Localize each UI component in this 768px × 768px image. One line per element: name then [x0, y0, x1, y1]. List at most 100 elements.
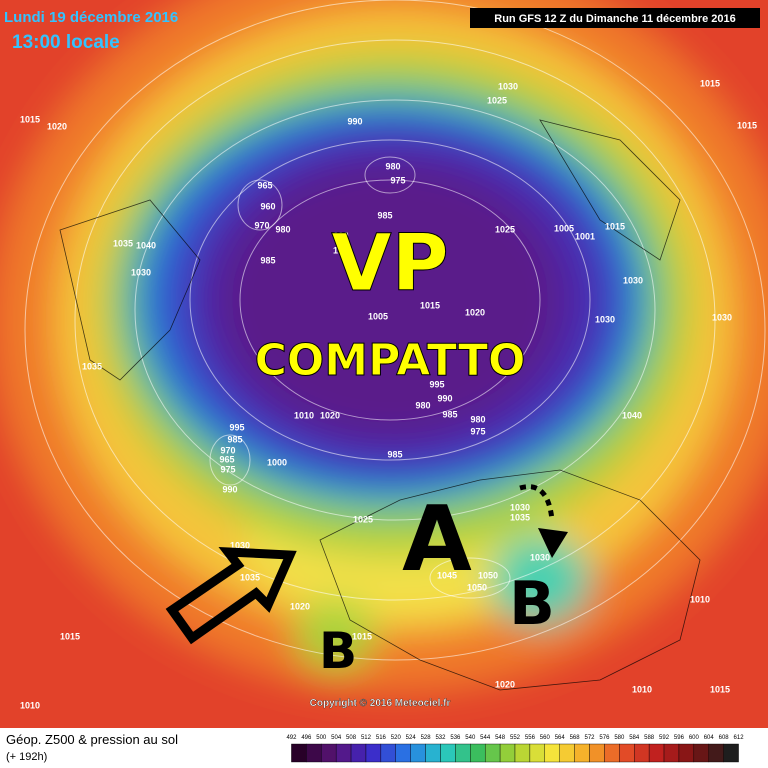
pressure-label: 1015: [20, 114, 40, 124]
arrow: [165, 547, 297, 645]
legend-level: 596: [674, 735, 685, 741]
pressure-label: 1025: [495, 224, 515, 234]
pressure-label: 1000: [333, 245, 353, 255]
legend-level: 524: [406, 735, 417, 741]
coastlines: [59, 119, 701, 691]
legend-level: 576: [599, 735, 610, 741]
legend-level: 492: [286, 735, 297, 741]
legend-swatch: [306, 743, 322, 763]
pressure-label: 965: [257, 180, 272, 190]
legend-level: 608: [719, 735, 730, 741]
pressure-label: 1005: [368, 311, 388, 321]
legend-swatch: [410, 743, 426, 763]
legend-swatch: [365, 743, 382, 763]
legend-swatch: [395, 743, 411, 763]
legend-level: 508: [346, 735, 357, 741]
pressure-label: 1030: [530, 552, 550, 562]
legend-level: 564: [555, 735, 566, 741]
legend-level: 512: [361, 735, 372, 741]
dotted-arrow: [519, 484, 555, 521]
time: 13:00 locale: [12, 32, 120, 53]
pressure-label: 965: [219, 454, 234, 464]
legend-level: 544: [480, 735, 491, 741]
isobars: [24, 0, 766, 661]
pressure-label: 1020: [320, 410, 340, 420]
legend-swatch: [574, 743, 590, 763]
pressure-label: 975: [470, 426, 485, 436]
legend-level: 528: [421, 735, 432, 741]
pressure-label: 985: [442, 409, 457, 419]
legend-level: 496: [301, 735, 312, 741]
legend-swatch: [619, 743, 635, 763]
legend-swatch: [484, 743, 501, 763]
arrow-head: [538, 528, 568, 558]
legend-level: 592: [659, 735, 670, 741]
pressure-label: 1035: [113, 238, 133, 248]
pressure-label: 980: [470, 414, 485, 424]
pressure-label: 1020: [290, 601, 310, 611]
compatto-label: COMPATTO: [255, 335, 526, 386]
pressure-label: 1015: [420, 300, 440, 310]
pressure-label: 1005: [554, 223, 574, 233]
legend-swatch: [440, 743, 456, 763]
pressure-label: 1025: [487, 95, 507, 105]
pressure-label: 1020: [495, 679, 515, 689]
pressure-label: 1015: [700, 78, 720, 88]
pressure-label: 1050: [467, 582, 487, 592]
legend-level: 548: [495, 735, 506, 741]
pressure-label: 980: [275, 224, 290, 234]
pressure-label: 1030: [131, 267, 151, 277]
pressure-label: 980: [385, 161, 400, 171]
legend-level: 588: [644, 735, 655, 741]
pressure-label: 985: [260, 255, 275, 265]
date: Lundi 19 décembre 2016: [4, 9, 178, 26]
legend-swatch: [589, 743, 605, 763]
pressure-label: 1020: [47, 121, 67, 131]
pressure-label: 1015: [710, 684, 730, 694]
legend-swatch: [648, 743, 665, 763]
legend-level: 572: [585, 735, 596, 741]
pressure-label: 1040: [622, 410, 642, 420]
pressure-label: 1030: [510, 502, 530, 512]
pressure-label: 995: [229, 422, 244, 432]
legend-swatch: [604, 743, 620, 763]
pressure-label: 985: [377, 210, 392, 220]
pressure-label: 970: [254, 220, 269, 230]
legend-level: 560: [540, 735, 551, 741]
pressure-label: 1045: [437, 570, 457, 580]
pressure-label: 1030: [498, 81, 518, 91]
legend-swatch: [693, 743, 709, 763]
legend-level: 552: [510, 735, 521, 741]
legend-swatch: [291, 743, 307, 763]
pressure-label: 1015: [605, 221, 625, 231]
legend-level: 504: [331, 735, 342, 741]
run: Run GFS 12 Z du Dimanche 11 décembre 201…: [494, 13, 735, 25]
legend-swatch: [499, 743, 516, 763]
pressure-label: 990: [437, 393, 452, 403]
legend-swatch: [470, 743, 486, 763]
legend-swatch: [663, 743, 680, 763]
legend-swatch: [708, 743, 724, 763]
legend-title: Géop. Z500 & pression au sol: [6, 732, 178, 747]
high-label: A: [402, 487, 472, 592]
pressure-label: 1035: [82, 361, 102, 371]
pressure-label: 975: [220, 464, 235, 474]
run-box: [470, 8, 760, 28]
pressure-label: 995: [429, 379, 444, 389]
legend-swatch: [380, 743, 396, 763]
pressure-label: 1001: [575, 231, 595, 241]
pressure-label: 1010: [294, 410, 314, 420]
legend-swatch: [514, 743, 531, 763]
pressure-label: 1015: [60, 631, 80, 641]
pressure-label: 1010: [20, 700, 40, 710]
pressure-label: 960: [260, 201, 275, 211]
legend-swatch: [425, 743, 441, 763]
legend-level: 604: [704, 735, 715, 741]
vp-label: VP: [331, 219, 449, 309]
pressure-label: 1015: [352, 631, 372, 641]
pressure-label: 985: [227, 434, 242, 444]
pressure-label: 970: [220, 445, 235, 455]
legend-swatch: [544, 743, 560, 763]
legend-level: 556: [525, 735, 536, 741]
pressure-label: 1035: [240, 572, 260, 582]
